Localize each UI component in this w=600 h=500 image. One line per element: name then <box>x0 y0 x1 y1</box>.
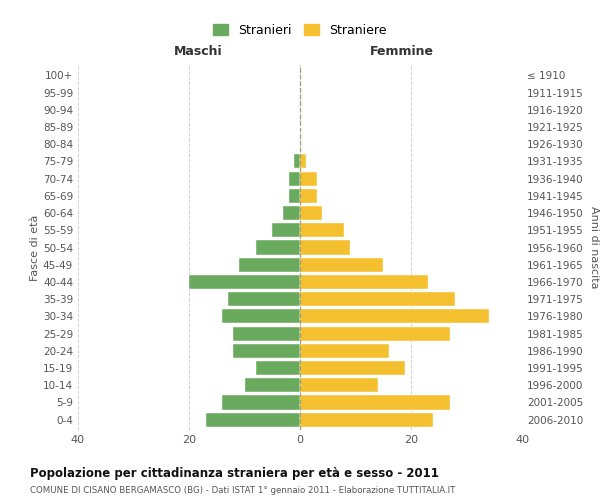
Text: Maschi: Maschi <box>173 44 222 58</box>
Bar <box>300 154 305 168</box>
Y-axis label: Fasce di età: Fasce di età <box>30 214 40 280</box>
Bar <box>300 223 344 238</box>
Bar <box>222 310 300 324</box>
Bar <box>300 344 389 358</box>
Bar <box>233 326 300 340</box>
Bar <box>256 361 300 375</box>
Bar <box>245 378 300 392</box>
Bar <box>272 223 300 238</box>
Bar <box>300 361 406 375</box>
Bar <box>300 206 322 220</box>
Bar <box>256 240 300 254</box>
Text: Popolazione per cittadinanza straniera per età e sesso - 2011: Popolazione per cittadinanza straniera p… <box>30 468 439 480</box>
Y-axis label: Anni di nascita: Anni di nascita <box>589 206 599 289</box>
Bar <box>300 292 455 306</box>
Bar <box>300 240 350 254</box>
Bar <box>222 396 300 409</box>
Bar <box>228 292 300 306</box>
Bar <box>289 172 300 185</box>
Bar <box>289 189 300 203</box>
Text: Femmine: Femmine <box>370 44 434 58</box>
Bar <box>300 412 433 426</box>
Bar <box>300 326 450 340</box>
Bar <box>206 412 300 426</box>
Legend: Stranieri, Straniere: Stranieri, Straniere <box>209 20 391 40</box>
Bar <box>300 258 383 272</box>
Bar <box>283 206 300 220</box>
Bar <box>300 189 317 203</box>
Bar <box>300 396 450 409</box>
Bar <box>239 258 300 272</box>
Text: COMUNE DI CISANO BERGAMASCO (BG) - Dati ISTAT 1° gennaio 2011 - Elaborazione TUT: COMUNE DI CISANO BERGAMASCO (BG) - Dati … <box>30 486 455 495</box>
Bar <box>300 378 378 392</box>
Bar <box>189 275 300 289</box>
Bar <box>295 154 300 168</box>
Bar <box>233 344 300 358</box>
Bar <box>300 172 317 185</box>
Bar <box>300 310 489 324</box>
Bar <box>300 275 428 289</box>
